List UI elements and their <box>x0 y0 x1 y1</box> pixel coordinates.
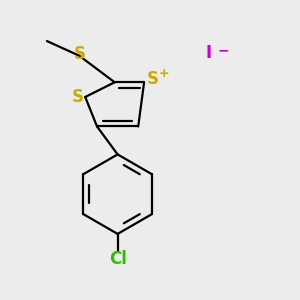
Text: S: S <box>73 45 85 63</box>
Text: −: − <box>218 43 230 57</box>
Text: Cl: Cl <box>109 250 127 268</box>
Text: S: S <box>72 88 84 106</box>
Text: S: S <box>147 70 159 88</box>
Text: +: + <box>159 67 170 80</box>
Text: I: I <box>206 44 212 62</box>
